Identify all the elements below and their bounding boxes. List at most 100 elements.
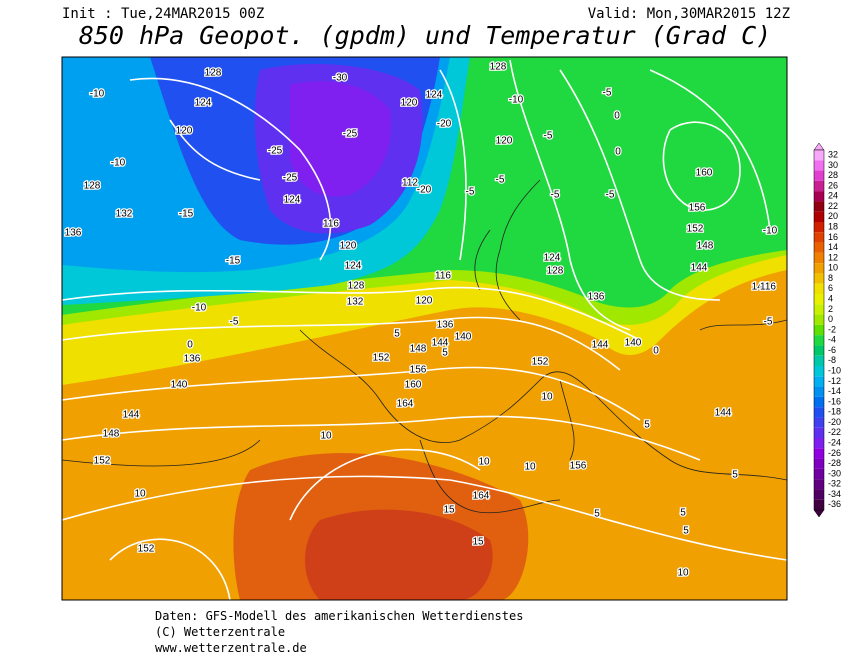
- colorbar-label: 0: [828, 314, 833, 324]
- contour-label: -5: [603, 88, 612, 99]
- contour-label: 10: [541, 392, 553, 403]
- contour-label: 124: [284, 195, 301, 206]
- contour-label: 128: [205, 68, 222, 79]
- colorbar-swatch: [814, 324, 824, 336]
- contour-label: 164: [397, 399, 414, 410]
- colorbar-label: 32: [828, 150, 838, 160]
- colorbar-label: 8: [828, 273, 833, 283]
- colorbar-label: -28: [828, 458, 841, 468]
- contour-label: -10: [90, 89, 105, 100]
- contour-label: 120: [176, 126, 193, 137]
- colorbar-swatch: [814, 283, 824, 294]
- colorbar-swatch: [814, 201, 824, 212]
- colorbar-label: -10: [828, 366, 841, 376]
- contour-label: 124: [426, 90, 443, 101]
- colorbar-swatch: [814, 294, 824, 305]
- colorbar-swatch: [814, 314, 824, 325]
- contour-label: -5: [230, 317, 239, 328]
- colorbar-label: -8: [828, 355, 836, 365]
- contour-label: 164: [473, 491, 490, 502]
- contour-label: -5: [466, 187, 475, 198]
- contour-label: 10: [134, 489, 146, 500]
- contour-label: 112: [402, 178, 418, 189]
- contour-label: 15: [443, 505, 455, 516]
- colorbar-swatch: [814, 252, 824, 264]
- colorbar-swatch: [814, 191, 824, 202]
- contour-label: 160: [696, 168, 713, 179]
- contour-label: 120: [496, 136, 513, 147]
- contour-label: -10: [111, 158, 126, 169]
- valid-time: Valid: Mon,30MAR2015 12Z: [588, 6, 790, 22]
- contour-label: 152: [373, 353, 390, 364]
- colorbar-label: -2: [828, 324, 836, 334]
- contour-label: -5: [551, 190, 560, 201]
- contour-label: 152: [687, 224, 704, 235]
- colorbar-swatch: [814, 417, 824, 428]
- contour-label: 120: [416, 296, 433, 307]
- contour-label: 116: [760, 282, 776, 293]
- contour-label: 144: [592, 340, 609, 351]
- contour-label: 5: [680, 508, 686, 519]
- contour-label: 152: [138, 544, 155, 555]
- contour-label: -25: [268, 146, 283, 157]
- contour-label: 132: [116, 209, 133, 220]
- colorbar-swatch: [814, 335, 824, 346]
- contour-label: 160: [405, 380, 422, 391]
- colorbar-swatch: [814, 304, 824, 315]
- colorbar-label: 12: [828, 252, 838, 262]
- colorbar-frame: [813, 149, 825, 511]
- colorbar-swatch: [814, 407, 824, 418]
- contour-label: 124: [544, 253, 561, 264]
- colorbar-label: -14: [828, 386, 841, 396]
- contour-label: -15: [226, 256, 241, 267]
- colorbar-label: -20: [828, 417, 841, 427]
- colorbar-label: -12: [828, 376, 841, 386]
- contour-label: 152: [532, 357, 549, 368]
- contour-label: 148: [697, 241, 714, 252]
- contour-label: -5: [764, 317, 773, 328]
- contour-label: 0: [187, 340, 193, 351]
- contour-label: 5: [394, 329, 400, 340]
- colorbar-bottom-arrow: [813, 509, 825, 518]
- contour-label: 144: [752, 282, 769, 293]
- contour-label: 120: [401, 98, 418, 109]
- copyright: (C) Wetterzentrale: [155, 625, 285, 639]
- contour-label: 156: [410, 365, 427, 376]
- website-url: www.wetterzentrale.de: [155, 641, 307, 655]
- contour-label: 116: [435, 271, 451, 282]
- colorbar-label: -32: [828, 479, 841, 489]
- colorbar-label: 16: [828, 232, 838, 242]
- contour-label: 10: [320, 431, 332, 442]
- colorbar-swatch: [814, 386, 824, 397]
- contour-label: 128: [84, 181, 101, 192]
- colorbar-label: 10: [828, 263, 838, 273]
- colorbar-swatch: [814, 427, 824, 438]
- contour-label: 5: [442, 348, 448, 359]
- contour-label: 10: [677, 568, 689, 579]
- contour-label: 136: [184, 354, 201, 365]
- contour-label: 120: [340, 241, 357, 252]
- colorbar-label: 22: [828, 201, 838, 211]
- colorbar-swatch: [814, 273, 824, 284]
- colorbar-label: -22: [828, 427, 841, 437]
- contour-label: 0: [614, 111, 620, 122]
- colorbar-swatch: [814, 448, 824, 459]
- init-time: Init : Tue,24MAR2015 00Z: [62, 6, 264, 22]
- contour-label: -30: [333, 73, 348, 84]
- contour-label: 156: [689, 203, 706, 214]
- contour-label: 156: [570, 461, 587, 472]
- colorbar-label: 28: [828, 170, 838, 180]
- colorbar-label: 14: [828, 242, 838, 252]
- colorbar-swatch: [814, 232, 824, 243]
- contour-label: 140: [455, 332, 472, 343]
- contour-label: 128: [547, 266, 564, 277]
- colorbar-label: 18: [828, 222, 838, 232]
- map-field: [62, 57, 787, 600]
- colorbar-label: -6: [828, 345, 836, 355]
- colorbar-swatch: [814, 376, 824, 387]
- contour-label: 144: [432, 338, 449, 349]
- contour-label: 148: [410, 344, 427, 355]
- colorbar-label: -4: [828, 335, 836, 345]
- colorbar-swatch: [814, 222, 824, 233]
